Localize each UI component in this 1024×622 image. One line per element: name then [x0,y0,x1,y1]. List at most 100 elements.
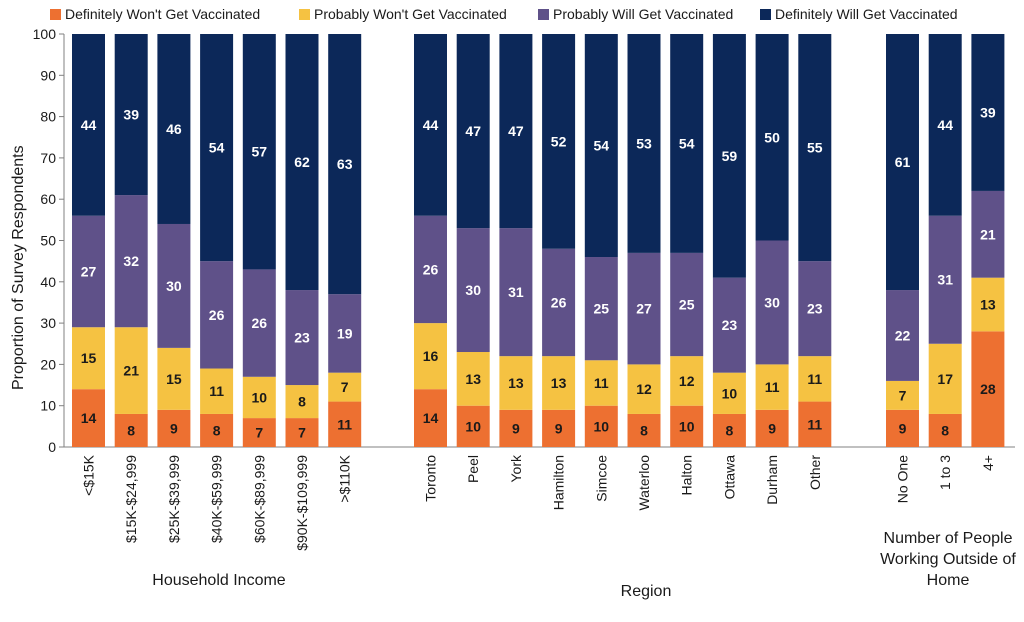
bar-segment [328,401,362,447]
bar-segment [798,34,832,262]
data-label: 8 [127,422,135,438]
data-label: 54 [594,138,610,154]
bar-segment [114,34,148,196]
bar-segment [798,261,832,357]
data-label: 8 [213,422,221,438]
bar-segment [627,34,661,253]
data-label: 54 [679,135,695,151]
bar-segment [670,34,704,253]
data-label: 54 [209,140,225,156]
bar-segment [414,389,447,447]
data-label: 23 [807,301,823,317]
data-label: 10 [594,418,610,434]
data-label: 23 [722,317,738,333]
bar-segment [886,290,919,381]
bar-segment [755,240,789,365]
y-tick-label: 90 [40,67,56,83]
y-tick-label: 70 [40,150,56,166]
data-label: 15 [81,350,97,366]
bar-segment [157,409,191,447]
bar-segment [414,215,447,324]
data-label: 30 [166,278,182,294]
legend-label: Probably Won't Get Vaccinated [314,6,507,22]
bar-segment [157,347,191,410]
x-tick-label: $15K-$24,999 [123,455,139,543]
data-label: 32 [123,253,139,269]
x-tick-label: 4+ [980,455,996,471]
bar-segment [627,413,661,447]
data-label: 8 [726,422,734,438]
data-label: 22 [895,327,911,343]
data-label: 27 [81,263,97,279]
group-label: Region [620,583,672,600]
bar-segment [886,409,919,447]
y-tick-label: 80 [40,109,56,125]
x-tick-label: $40K-$59,999 [209,455,225,543]
bar-segment [456,34,490,229]
x-tick-label: Halton [679,455,695,495]
data-label: 28 [980,381,996,397]
bar-segment [456,405,490,447]
bar-segment [200,34,234,262]
bar-segment [200,368,234,414]
y-tick-label: 60 [40,191,56,207]
data-label: 10 [465,418,481,434]
x-tick-label: Durham [764,455,780,505]
bar-segment [928,34,962,216]
data-label: 25 [594,301,610,317]
x-tick-label: $60K-$89,999 [251,455,267,543]
data-label: 47 [508,123,524,139]
bar-segment [928,413,962,447]
bar-segment [328,372,362,402]
bar-segment [414,34,447,216]
bar-segment [242,269,276,377]
data-label: 8 [640,422,648,438]
bar-segment [328,34,362,295]
bar-segment [798,401,832,447]
data-label: 26 [551,294,567,310]
data-label: 10 [252,389,268,405]
data-label: 9 [512,420,520,436]
data-label: 55 [807,140,823,156]
data-label: 10 [679,418,695,434]
bar-segment [712,277,746,373]
bar-segment [886,34,919,291]
data-label: 16 [423,348,439,364]
data-label: 27 [636,301,652,317]
bar-segment [584,257,618,361]
data-label: 8 [941,422,949,438]
data-label: 44 [423,117,439,133]
data-label: 47 [465,123,481,139]
legend-swatch-orange [50,8,61,20]
x-tick-label: No One [895,455,911,503]
data-label: 39 [123,107,139,123]
data-label: 11 [209,383,224,399]
data-label: 50 [764,129,780,145]
data-label: 13 [551,375,567,391]
data-label: 11 [807,416,822,432]
data-label: 52 [551,133,567,149]
data-label: 14 [423,410,439,426]
data-label: 11 [765,379,780,395]
bar-segment [542,409,576,447]
data-label: 31 [508,284,524,300]
bar-segment [584,405,618,447]
bar-segment [627,364,661,414]
data-label: 39 [980,104,996,120]
bar-segment [456,228,490,353]
bar-segment [542,34,576,249]
bar-segment [72,34,105,216]
bar-segment [712,413,746,447]
legend-item-probably-will: Probably Will Get Vaccinated [538,6,733,22]
x-tick-label: <$15K [81,454,97,496]
data-label: 12 [636,381,652,397]
data-label: 10 [722,385,738,401]
data-label: 7 [255,425,263,441]
data-label: 9 [768,420,776,436]
data-label: 21 [123,363,139,379]
x-tick-label: York [508,454,524,483]
data-label: 53 [636,135,652,151]
bar-segment [114,327,148,414]
bar-segment [114,413,148,447]
